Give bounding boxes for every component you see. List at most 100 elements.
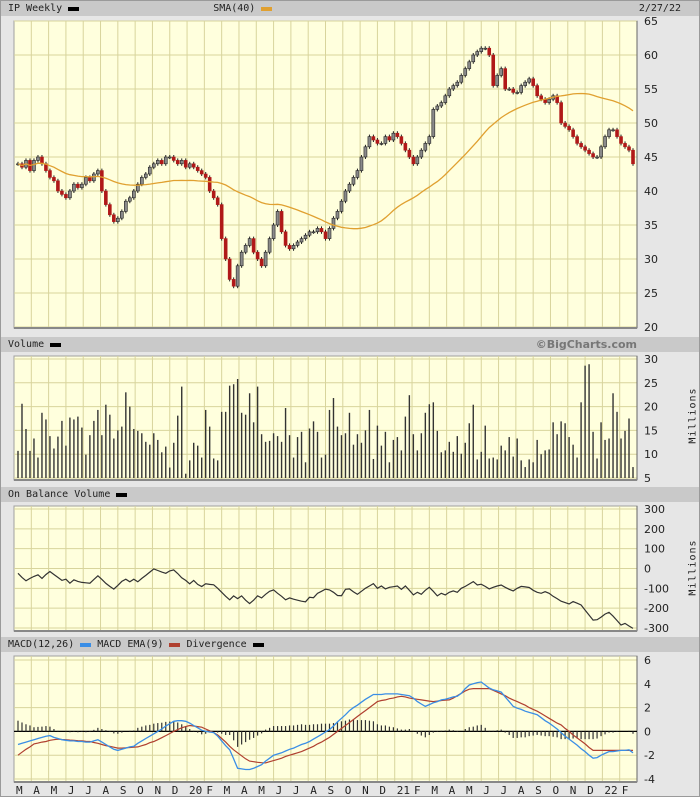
price-y-tick-label: 30 xyxy=(644,253,658,266)
candle-up xyxy=(124,200,128,212)
candle-up xyxy=(451,85,456,90)
macd-ema-legend-swatch xyxy=(169,642,181,647)
x-tick-label: 22 xyxy=(604,784,617,797)
candle-up xyxy=(367,136,372,148)
price-y-tick-label: 20 xyxy=(644,321,658,334)
candle-down xyxy=(531,78,535,86)
candle-down xyxy=(100,170,104,192)
candle-up xyxy=(311,231,316,234)
candle-up xyxy=(379,143,384,145)
candle-down xyxy=(223,238,228,260)
candle-up xyxy=(479,47,484,52)
candle-down xyxy=(591,153,595,158)
volume-legend-swatch xyxy=(50,342,62,347)
macd-line xyxy=(17,681,634,771)
candle-up xyxy=(499,68,504,76)
volume-y-tick-label: 20 xyxy=(644,401,658,414)
x-tick-label: F xyxy=(414,784,421,797)
candle-up xyxy=(275,211,280,226)
macd-label: MACD(12,26) xyxy=(8,639,75,650)
x-tick-label: J xyxy=(501,784,508,797)
candle-down xyxy=(108,204,112,216)
candle-down xyxy=(203,173,208,178)
candle-down xyxy=(375,139,380,144)
candle-down xyxy=(207,177,212,192)
candle-up xyxy=(120,211,124,219)
x-tick-label: A xyxy=(241,784,248,797)
candle-up xyxy=(179,160,184,165)
candle-down xyxy=(287,245,292,250)
candle-up xyxy=(483,47,488,50)
x-tick-label: 21 xyxy=(397,784,410,797)
sma-label: SMA(40) xyxy=(213,3,256,14)
candle-down xyxy=(283,231,288,246)
candle-down xyxy=(171,156,176,161)
macd-y-tick-label: 0 xyxy=(644,725,651,738)
macd-ema-label: MACD EMA(9) xyxy=(97,639,164,650)
candle-up xyxy=(595,156,599,159)
candle-up xyxy=(431,109,436,137)
volume-y-tick-label: 15 xyxy=(644,424,658,437)
candle-up xyxy=(32,160,36,171)
price-y-tick-label: 55 xyxy=(644,83,658,96)
x-tick-label: F xyxy=(622,784,629,797)
candle-up xyxy=(96,170,100,175)
x-tick-label: M xyxy=(16,784,23,797)
candle-up xyxy=(295,241,300,246)
candle-down xyxy=(511,88,515,93)
candle-up xyxy=(36,156,40,161)
candle-up xyxy=(607,129,611,137)
candle-down xyxy=(159,160,164,165)
candle-up xyxy=(303,234,308,239)
candle-down xyxy=(259,258,264,267)
obv-y-tick-label: -200 xyxy=(644,602,669,615)
candle-up xyxy=(291,245,296,250)
candle-down xyxy=(579,143,583,148)
candle-up xyxy=(343,190,348,202)
macd-y-tick-label: -4 xyxy=(644,773,655,786)
x-tick-label: D xyxy=(172,784,179,797)
x-tick-label: J xyxy=(85,784,92,797)
candle-up xyxy=(523,81,527,86)
candle-down xyxy=(52,177,56,182)
candle-up xyxy=(419,149,424,158)
candle-down xyxy=(567,126,571,131)
x-tick-label: D xyxy=(587,784,594,797)
x-tick-label: M xyxy=(466,784,473,797)
candle-up xyxy=(327,228,332,239)
candle-up xyxy=(239,251,244,267)
candle-up xyxy=(147,166,152,175)
candle-down xyxy=(583,146,587,151)
candle-up xyxy=(507,88,512,91)
candle-up xyxy=(495,75,500,86)
candle-up xyxy=(611,129,615,132)
candle-up xyxy=(459,75,464,83)
price-header: IP Weekly SMA(40) 2/27/22 xyxy=(1,1,699,16)
candle-up xyxy=(128,197,132,202)
obv-line xyxy=(17,568,634,629)
candle-down xyxy=(563,122,567,127)
candle-up xyxy=(151,163,156,168)
x-tick-label: J xyxy=(293,784,300,797)
volume-y-tick-label: 30 xyxy=(644,353,658,366)
candle-up xyxy=(72,183,76,192)
x-tick-label: O xyxy=(552,784,559,797)
candle-down xyxy=(183,160,188,168)
candle-down xyxy=(64,194,68,199)
candle-down xyxy=(215,197,220,205)
candle-down xyxy=(175,160,180,165)
obv-y-tick-label: -100 xyxy=(644,582,669,595)
candle-up xyxy=(271,224,276,239)
candle-down xyxy=(251,238,256,253)
x-tick-label: O xyxy=(137,784,144,797)
x-tick-label: M xyxy=(51,784,58,797)
candle-down xyxy=(627,146,631,151)
macd-ema-line xyxy=(17,687,633,764)
candle-down xyxy=(195,166,200,171)
macd-header: MACD(12,26) MACD EMA(9) Divergence xyxy=(1,637,699,652)
candle-down xyxy=(191,163,196,168)
x-tick-label: J xyxy=(68,784,75,797)
divergence-label: Divergence xyxy=(186,639,247,650)
candle-up xyxy=(139,177,144,185)
